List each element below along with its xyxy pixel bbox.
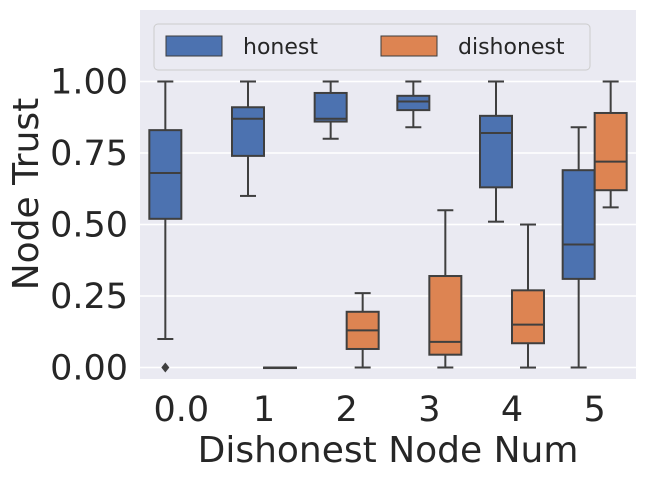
legend-label-honest: honest bbox=[243, 35, 318, 60]
box-dishonest-1 bbox=[263, 366, 297, 370]
box-dishonest-2 bbox=[345, 292, 380, 369]
y-axis-title: Node Trust bbox=[6, 98, 47, 291]
box-iqr bbox=[396, 94, 431, 112]
box-iqr bbox=[593, 111, 628, 192]
x-tick-label: 2 bbox=[336, 390, 358, 430]
box-honest-3 bbox=[396, 80, 431, 129]
box-honest-4 bbox=[479, 80, 513, 223]
box-iqr bbox=[148, 129, 183, 220]
x-tick-label: 4 bbox=[501, 390, 523, 430]
box-honest-2 bbox=[313, 80, 348, 140]
outlier-point bbox=[161, 362, 170, 373]
legend-swatch-honest bbox=[165, 35, 223, 57]
box-iqr bbox=[479, 114, 513, 189]
box-series bbox=[148, 80, 628, 373]
box-dishonest-3 bbox=[428, 209, 463, 369]
legend-swatch-dishonest bbox=[380, 35, 438, 57]
box-dishonest-4 bbox=[511, 223, 545, 369]
x-tick-label: 0.0 bbox=[153, 390, 209, 430]
x-tick-label: 5 bbox=[584, 390, 606, 430]
legend-label-dishonest: dishonest bbox=[458, 35, 565, 60]
series-honest bbox=[148, 80, 596, 373]
y-tick-label: 0.75 bbox=[50, 134, 128, 174]
legend: honest dishonest bbox=[153, 23, 591, 71]
box-honest-5 bbox=[561, 126, 596, 369]
box-iqr bbox=[561, 169, 596, 280]
y-tick-label: 0.50 bbox=[50, 206, 128, 246]
y-tick-label: 1.00 bbox=[50, 63, 128, 103]
series-dishonest bbox=[263, 80, 628, 370]
box-iqr bbox=[313, 91, 348, 123]
y-tick-label: 0.00 bbox=[50, 349, 128, 389]
grid-lines bbox=[140, 80, 636, 369]
box-honest-1 bbox=[231, 80, 265, 197]
box-iqr bbox=[511, 289, 545, 345]
x-tick-label: 3 bbox=[418, 390, 440, 430]
box-iqr bbox=[428, 275, 463, 356]
box-dishonest-5 bbox=[593, 80, 628, 209]
y-tick-label: 0.25 bbox=[50, 277, 128, 317]
box-iqr bbox=[231, 106, 265, 157]
plot-area bbox=[140, 10, 636, 379]
legend-frame bbox=[153, 23, 591, 71]
x-tick-labels: 0.0 1 2 3 4 5 bbox=[153, 390, 605, 430]
y-tick-labels: 0.00 0.25 0.50 0.75 1.00 bbox=[50, 63, 128, 389]
x-axis-title: Dishonest Node Num bbox=[198, 430, 579, 471]
box-honest-0.0 bbox=[148, 80, 183, 373]
x-tick-label: 1 bbox=[253, 390, 275, 430]
